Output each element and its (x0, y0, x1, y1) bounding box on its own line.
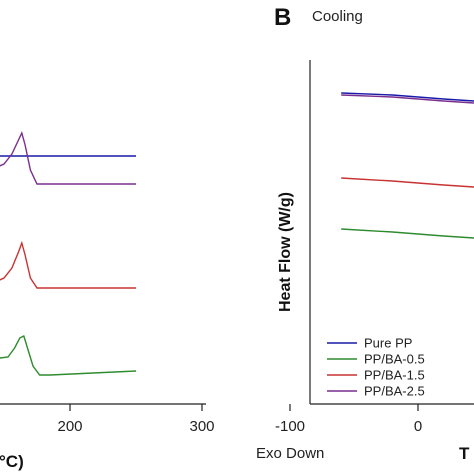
panel-b-series-pure-pp (341, 92, 474, 102)
panel-b-tick-label: 0 (414, 418, 422, 435)
panel-b-tick-label: -100 (275, 418, 305, 435)
panel-b-title: Cooling (312, 8, 363, 25)
panel-a-x-ticks: 200 300 (57, 404, 215, 435)
panel-b-label: B (274, 4, 291, 31)
panel-b-y-axis-title: Heat Flow (W/g) (277, 192, 294, 312)
panel-a-series-pp-ba-1-5 (0, 240, 136, 289)
panel-b-series (341, 92, 474, 239)
panel-b-series-pp-ba-1-5 (341, 177, 474, 188)
panel-a-series (0, 130, 137, 376)
legend-label-pp-ba-2-5: PP/BA-2.5 (364, 384, 425, 399)
legend-label-pure-pp: Pure PP (364, 336, 412, 351)
panel-a-x-axis-title: °C) (0, 452, 24, 471)
panel-a-tick-label: 300 (189, 418, 214, 435)
panel-a-series-pp-ba-0-5 (0, 335, 137, 376)
panel-b-x-axis-title: T (459, 444, 470, 463)
panel-b-x-ticks: -100 0 (275, 404, 422, 435)
panel-b-series-pp-ba-0-5 (341, 228, 474, 239)
panel-b: B Cooling -100 0 Heat Flow (W/g) Exo Down… (256, 4, 474, 463)
legend-label-pp-ba-1-5: PP/BA-1.5 (364, 368, 425, 383)
panel-a: 200 300 °C) (0, 130, 215, 471)
panel-a-tick-label: 200 (57, 418, 82, 435)
panel-b-series-pp-ba-2-5 (341, 94, 474, 104)
legend-label-pp-ba-0-5: PP/BA-0.5 (364, 352, 425, 367)
panel-b-annotation: Exo Down (256, 445, 324, 462)
panel-a-series-pp-ba-2-5 (0, 130, 136, 185)
